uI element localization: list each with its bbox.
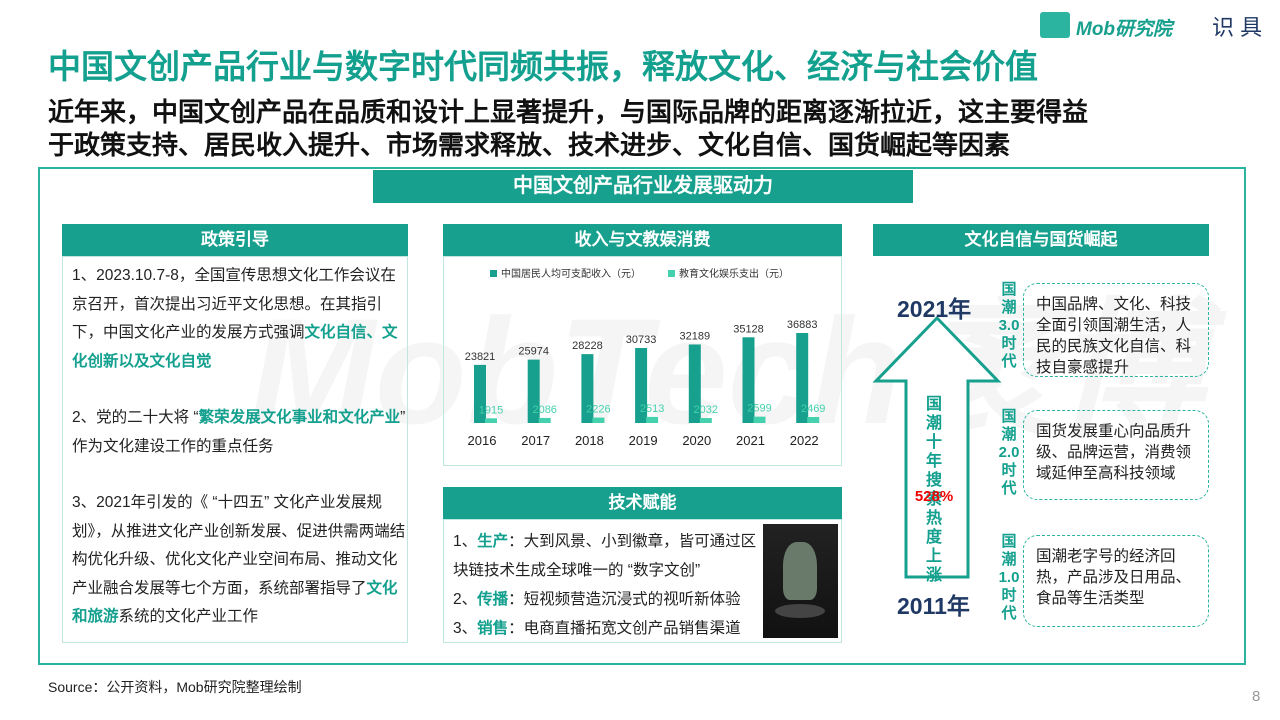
value-label: 2086 <box>532 404 556 416</box>
bar <box>474 364 486 423</box>
item-label: 生产 <box>477 533 509 550</box>
legend-swatch <box>490 270 497 277</box>
item-text: ：短视频营造沉浸式的视听新体验 <box>508 591 741 608</box>
main-title: 中国文创产品行业发展驱动力 <box>373 170 913 203</box>
arrow <box>872 315 1002 579</box>
watermark: MobTech袤博 <box>250 250 1203 467</box>
item-number: 3、 <box>453 620 478 637</box>
tech-text: 1、生产：大到风景、小到徽章，皆可通过区块链技术生成全球唯一的 “数字文创” 2、… <box>453 527 763 643</box>
page-number: 8 <box>1252 688 1261 705</box>
panel-body <box>443 256 842 466</box>
panel-title: 技术赋能 <box>443 487 842 519</box>
subtitle: 近年来，中国文创产品在品质和设计上显著提升，与国际品牌的距离逐渐拉近，这主要得益 <box>48 97 1089 127</box>
item-text: ：大到风景、小到徽章，皆可通过区块链技术生成全球唯一的 “数字文创” <box>453 533 757 579</box>
item-number: 2、 <box>453 591 478 608</box>
value-label: 28228 <box>572 340 603 352</box>
x-tick-label: 2016 <box>468 433 497 448</box>
panel-body <box>443 519 842 643</box>
tech-item: 1、生产：大到风景、小到徽章，皆可通过区块链技术生成全球唯一的 “数字文创” <box>453 527 763 585</box>
text-segment: 2、党的二十大将 “ <box>72 409 199 426</box>
stage-text: 国潮老字号的经济回热，产品涉及日用品、食品等生活类型 <box>1023 535 1209 627</box>
x-tick-label: 2022 <box>790 433 819 448</box>
value-label: 35128 <box>733 323 764 335</box>
arrow-text: 国潮十年搜索热度上涨 <box>925 396 942 584</box>
arrow-value: 528% <box>914 488 954 505</box>
x-tick-label: 2020 <box>682 433 711 448</box>
value-label: 2226 <box>586 404 610 416</box>
stage-text: 中国品牌、文化、科技全面引领国潮生活，人民的民族文化自信、科技自豪感提升 <box>1023 283 1209 377</box>
value-label: 2469 <box>801 403 825 415</box>
item-label: 传播 <box>477 591 509 608</box>
item-text: ：电商直播拓宽文创产品销售渠道 <box>508 620 741 637</box>
value-label: 30733 <box>626 334 657 346</box>
stage-label: 国潮1.0时代 <box>998 533 1020 622</box>
value-label: 36883 <box>787 319 818 331</box>
title: 中国文创产品行业与数字时代同频共振，释放文化、经济与社会价值 <box>48 48 1038 85</box>
legend-swatch <box>668 270 675 277</box>
value-label: 32189 <box>680 330 711 342</box>
highlight: 繁荣发展文化事业和文化产业 <box>198 409 401 426</box>
logo: Mob研究院 <box>1076 19 1173 40</box>
bar <box>592 417 605 423</box>
value-label: 1915 <box>479 404 503 416</box>
year-top: 2021年 <box>897 296 972 322</box>
logo-icon <box>1040 12 1070 38</box>
panel-title: 政策引导 <box>62 224 408 256</box>
bar <box>753 416 766 423</box>
policy-item: 3、2021年引发的《 “十四五” 文化产业发展规划》，从推进文化产业创新发展、… <box>72 489 408 632</box>
policy-text: 1、2023.10.7-8，全国宣传思想文化工作会议在京召开，首次提出习近平文化… <box>72 262 408 660</box>
highlight: 文化自信、文化创新以及文化自觉 <box>72 324 398 370</box>
frame <box>38 167 1246 665</box>
year-bottom: 2011年 <box>897 593 970 619</box>
bar <box>699 418 712 423</box>
subtitle: 于政策支持、居民收入提升、市场需求释放、技术进步、文化自信、国货崛起等因素 <box>48 130 1011 160</box>
source: Source：公开资料，Mob研究院整理绘制 <box>48 679 302 695</box>
bar <box>796 333 809 423</box>
policy-item: 1、2023.10.7-8，全国宣传思想文化工作会议在京召开，首次提出习近平文化… <box>72 262 408 376</box>
value-label: 2032 <box>694 404 718 416</box>
x-tick-label: 2021 <box>736 433 765 448</box>
arrow-shape <box>872 315 1002 579</box>
income-chart: 中国居民人均可支配收入（元） 教育文化娱乐支出（元） 2016 23821 1915 20… <box>465 267 826 448</box>
bar <box>581 354 594 423</box>
x-tick-label: 2017 <box>521 433 550 448</box>
bar <box>646 416 659 423</box>
stage-text: 国货发展重心向品质升级、品牌运营，消费领域延伸至高科技领域 <box>1023 410 1209 500</box>
stage-label: 国潮2.0时代 <box>998 408 1020 497</box>
item-number: 1、 <box>453 533 478 550</box>
logo-secondary: 识 具 <box>1212 15 1263 40</box>
value-label: 2513 <box>640 403 664 415</box>
legend-label: 教育文化娱乐支出（元） <box>679 267 789 280</box>
panel-title: 文化自信与国货崛起 <box>873 224 1209 256</box>
tech-item: 2、传播：短视频营造沉浸式的视听新体验 <box>453 585 763 614</box>
tech-item: 3、销售：电商直播拓宽文创产品销售渠道 <box>453 614 763 643</box>
x-tick-label: 2019 <box>629 433 658 448</box>
value-label: 23821 <box>465 351 496 363</box>
policy-item: 2、党的二十大将 “繁荣发展文化事业和文化产业” 作为文化建设工作的重点任务 <box>72 404 408 461</box>
text-segment: ” 作为文化建设工作的重点任务 <box>72 409 406 455</box>
bar <box>538 417 551 423</box>
bar <box>742 337 755 423</box>
panel-title: 收入与文教娱消费 <box>443 224 842 256</box>
text-segment: 3、2021年引发的《 “十四五” 文化产业发展规划》，从推进文化产业创新发展、… <box>72 494 406 597</box>
bar <box>485 418 497 423</box>
panel-body <box>62 256 408 643</box>
value-label: 2599 <box>747 403 771 415</box>
bar <box>807 416 820 423</box>
value-label: 25974 <box>518 346 549 358</box>
product-image <box>763 524 838 638</box>
legend-label: 中国居民人均可支配收入（元） <box>501 267 641 280</box>
x-tick-label: 2018 <box>575 433 604 448</box>
bar <box>635 348 648 423</box>
pedestal <box>775 604 825 618</box>
item-label: 销售 <box>477 620 509 637</box>
text-segment: 1、2023.10.7-8，全国宣传思想文化工作会议在京召开，首次提出习近平文化… <box>72 267 396 341</box>
highlight: 文化和旅游 <box>72 579 398 626</box>
text-segment: 系统的文化产业工作 <box>118 608 259 625</box>
figure <box>783 542 817 600</box>
bar <box>527 359 540 423</box>
stage-label: 国潮3.0时代 <box>998 281 1020 370</box>
bar <box>688 344 701 423</box>
